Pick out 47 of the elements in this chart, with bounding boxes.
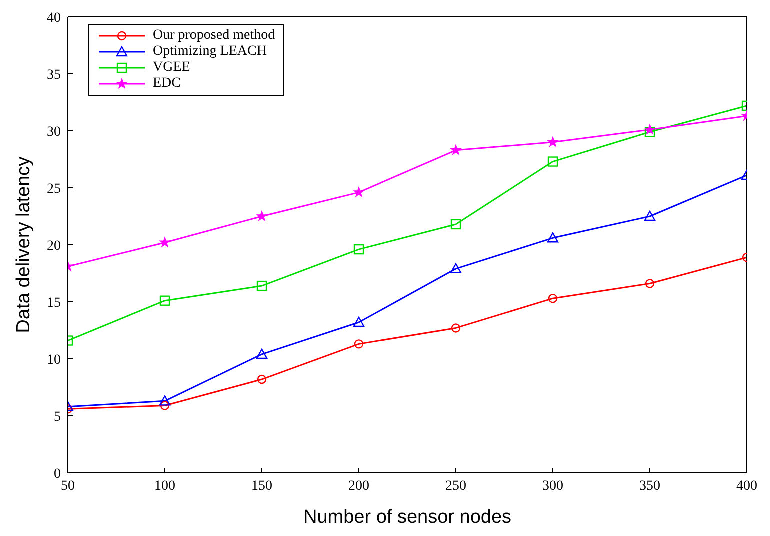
y-tick-label: 10 bbox=[47, 352, 61, 368]
point bbox=[451, 324, 461, 333]
point bbox=[644, 124, 656, 134]
point bbox=[450, 144, 462, 155]
y-axis-title: Data delivery latency bbox=[14, 156, 35, 334]
legend-label: Optimizing LEACH bbox=[153, 44, 267, 60]
point bbox=[548, 156, 558, 167]
point bbox=[353, 316, 365, 328]
x-tick-label: 150 bbox=[252, 478, 272, 494]
legend-label: EDC bbox=[153, 76, 181, 92]
x-tick-label: 400 bbox=[736, 478, 758, 494]
point bbox=[548, 294, 558, 304]
point bbox=[644, 210, 656, 222]
x-tick-label: 350 bbox=[640, 478, 660, 494]
y-tick-label: 20 bbox=[47, 238, 61, 254]
y-tick-label: 30 bbox=[47, 124, 61, 140]
point bbox=[547, 232, 559, 243]
point bbox=[160, 237, 170, 248]
point bbox=[450, 219, 462, 230]
y-tick-label: 0 bbox=[54, 466, 61, 482]
point bbox=[645, 279, 655, 288]
y-tick-label: 25 bbox=[47, 182, 61, 197]
legend-label: VGEE bbox=[153, 60, 190, 76]
y-tick-label: 35 bbox=[47, 68, 61, 83]
y-tick-label: 40 bbox=[47, 10, 61, 26]
point bbox=[256, 348, 268, 360]
point bbox=[354, 244, 364, 255]
x-tick-label: 200 bbox=[348, 478, 370, 494]
x-tick-label: 250 bbox=[446, 478, 466, 494]
point bbox=[354, 340, 364, 349]
x-tick-label: 50 bbox=[61, 478, 75, 494]
point bbox=[450, 263, 462, 274]
point bbox=[159, 396, 171, 406]
x-axis-title: Number of sensor nodes bbox=[303, 507, 512, 528]
point bbox=[160, 296, 170, 306]
point bbox=[548, 137, 558, 147]
x-tick-label: 300 bbox=[542, 478, 564, 494]
x-tick-label: 100 bbox=[154, 478, 176, 494]
point bbox=[256, 280, 268, 292]
point bbox=[644, 127, 656, 138]
point bbox=[160, 401, 170, 410]
y-tick-label: 5 bbox=[54, 410, 61, 425]
point bbox=[257, 374, 267, 384]
point bbox=[354, 187, 364, 198]
point bbox=[256, 211, 268, 221]
legend-label: Our proposed method bbox=[153, 28, 276, 44]
y-tick-label: 15 bbox=[47, 296, 61, 311]
